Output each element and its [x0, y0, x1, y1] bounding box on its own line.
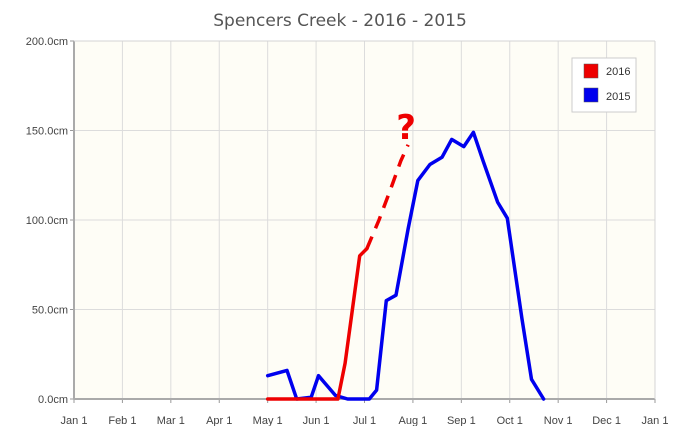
grid	[74, 41, 655, 399]
series-layer: ?	[265, 108, 546, 401]
series-projection-2016	[365, 144, 410, 250]
legend: 2016 2015	[571, 57, 637, 113]
x-tick-label: Mar 1	[157, 415, 185, 426]
x-tick-label: Jun 1	[303, 415, 330, 426]
y-tick-label: 200.0cm	[26, 36, 68, 48]
chart-title: Spencers Creek - 2016 - 2015	[213, 11, 467, 31]
x-tick-label: Aug 1	[399, 415, 428, 426]
legend-box	[571, 57, 637, 113]
legend-swatch-2015	[583, 87, 599, 103]
y-tick-label: 0.0cm	[38, 394, 68, 406]
y-axis: 0.0cm 50.0cm 100.0cm 150.0cm 200.0cm	[26, 36, 74, 406]
x-tick-label: Dec 1	[592, 415, 621, 426]
y-tick-label: 150.0cm	[26, 126, 68, 138]
legend-label-2016: 2016	[606, 66, 630, 78]
series-line-2015	[265, 130, 546, 401]
x-tick-label: Apr 1	[206, 415, 232, 426]
series-line-2016	[265, 246, 369, 401]
x-tick-label: Nov 1	[544, 415, 573, 426]
x-tick-label: Sep 1	[447, 415, 476, 426]
legend-label-2015: 2015	[606, 91, 630, 103]
x-tick-label: Oct 1	[497, 415, 523, 426]
x-tick-label: Jul 1	[353, 415, 376, 426]
x-tick-label: May 1	[253, 415, 283, 426]
y-tick-label: 100.0cm	[26, 215, 68, 227]
x-axis: Jan 1 Feb 1 Mar 1 Apr 1 May 1 Jun 1 Jul 1 Aug 1…	[61, 399, 669, 426]
x-tick-label: Jan 1	[642, 415, 669, 426]
legend-swatch-2016	[583, 63, 599, 79]
x-tick-label: Feb 1	[108, 415, 136, 426]
x-tick-label: Jan 1	[61, 415, 88, 426]
annotation-question-mark: ?	[396, 108, 416, 148]
y-tick-label: 50.0cm	[32, 305, 68, 317]
